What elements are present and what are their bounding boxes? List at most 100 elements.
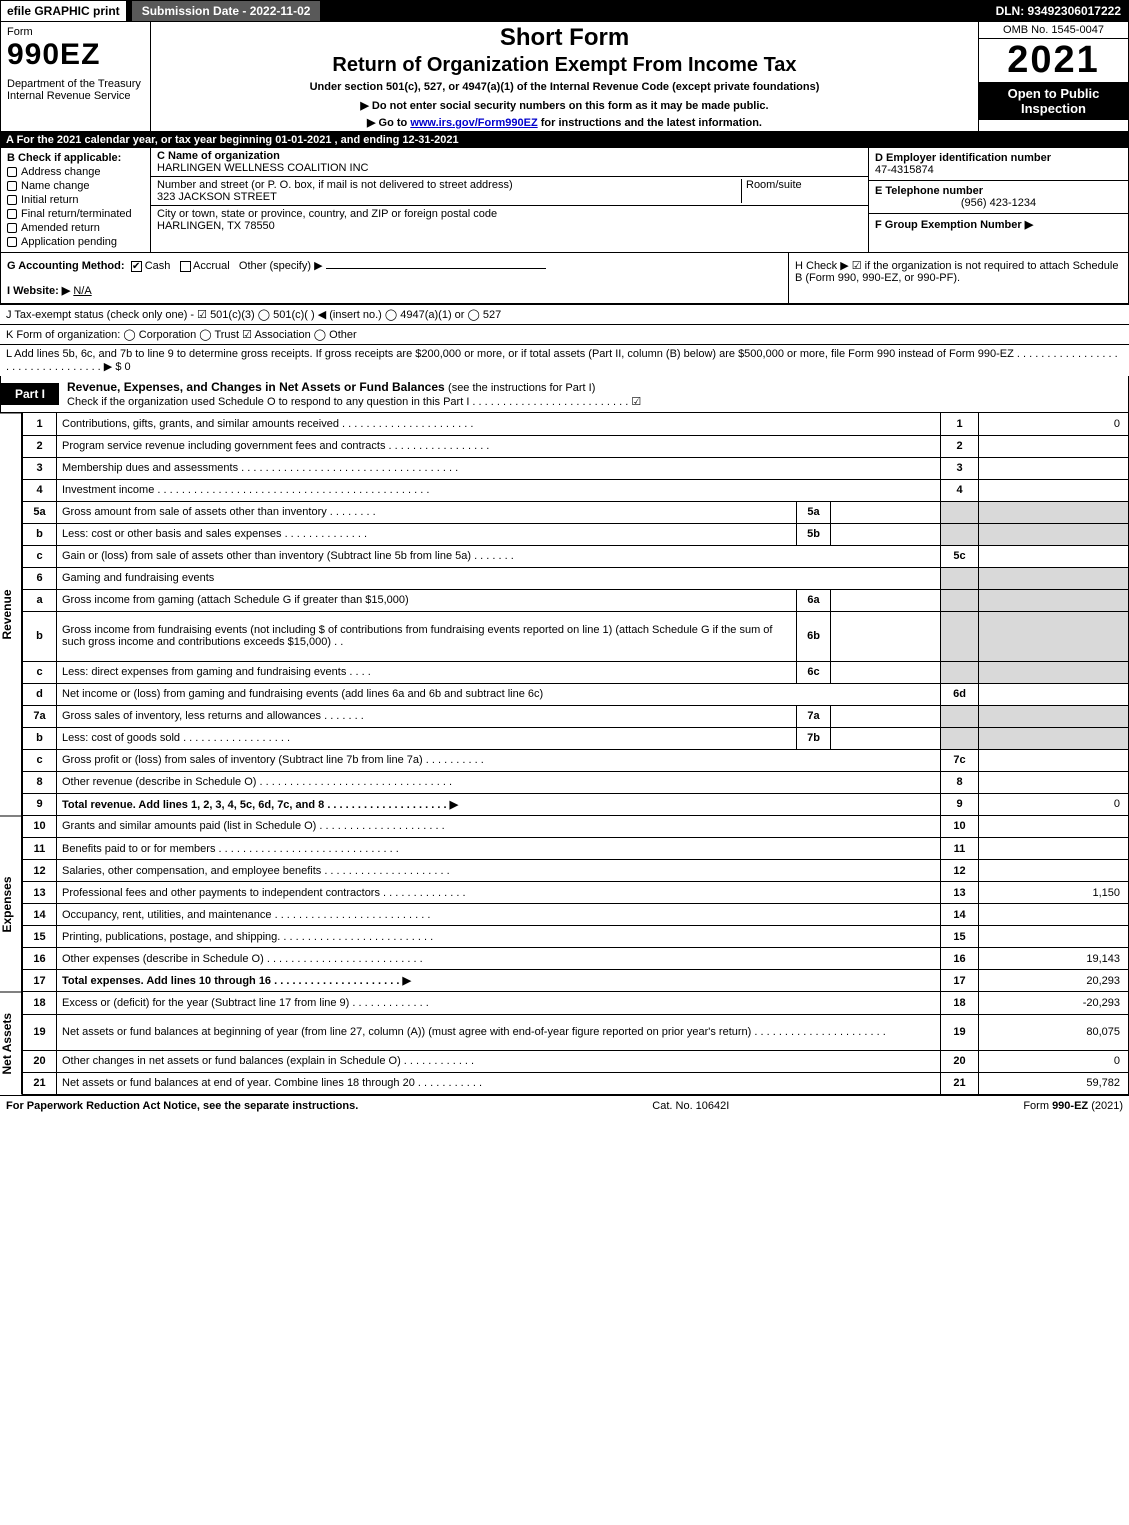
chk-label: Initial return (21, 194, 78, 206)
omb-number: OMB No. 1545-0047 (979, 22, 1128, 39)
checkbox-cash[interactable] (131, 261, 142, 272)
line-13: 13Professional fees and other payments t… (23, 882, 1129, 904)
line-val (979, 523, 1129, 545)
line-rnum (941, 589, 979, 611)
line-num: 15 (23, 926, 57, 948)
chk-amended-return[interactable]: Amended return (7, 222, 144, 234)
cash-label: Cash (145, 260, 171, 272)
line-num: a (23, 589, 57, 611)
line-num: 6 (23, 567, 57, 589)
footer-left: For Paperwork Reduction Act Notice, see … (6, 1100, 358, 1112)
h-text: H Check ▶ ☑ if the organization is not r… (795, 260, 1118, 284)
part-1-check: Check if the organization used Schedule … (67, 396, 641, 408)
line-desc: Net income or (loss) from gaming and fun… (57, 683, 941, 705)
line-desc: Net assets or fund balances at end of ye… (57, 1072, 941, 1094)
part-1-title-text: Revenue, Expenses, and Changes in Net As… (67, 380, 448, 394)
line-desc: Less: direct expenses from gaming and fu… (57, 661, 797, 683)
line-val (979, 926, 1129, 948)
line-desc: Salaries, other compensation, and employ… (57, 860, 941, 882)
col-b-checkboxes: B Check if applicable: Address change Na… (1, 148, 151, 252)
line-rnum: 14 (941, 904, 979, 926)
line-16: 16Other expenses (describe in Schedule O… (23, 948, 1129, 970)
footer-r-post: (2021) (1088, 1100, 1123, 1112)
ein-value: 47-4315874 (875, 164, 934, 176)
line-6d: dNet income or (loss) from gaming and fu… (23, 683, 1129, 705)
other-specify-field[interactable] (326, 268, 546, 269)
line-rnum: 16 (941, 948, 979, 970)
top-bar: efile GRAPHIC print Submission Date - 20… (0, 0, 1129, 22)
page-footer: For Paperwork Reduction Act Notice, see … (0, 1095, 1129, 1116)
sub3-post: for instructions and the latest informat… (538, 117, 762, 129)
line-desc: Professional fees and other payments to … (57, 882, 941, 904)
row-a-calendar-year: A For the 2021 calendar year, or tax yea… (0, 132, 1129, 148)
line-5c: cGain or (loss) from sale of assets othe… (23, 545, 1129, 567)
sub-val (831, 501, 941, 523)
part-1-tag: Part I (1, 383, 59, 405)
line-rnum (941, 705, 979, 727)
line-5b: bLess: cost or other basis and sales exp… (23, 523, 1129, 545)
line-rnum (941, 523, 979, 545)
line-4: 4Investment income . . . . . . . . . . .… (23, 479, 1129, 501)
line-desc: Gain or (loss) from sale of assets other… (57, 545, 941, 567)
line-6b: bGross income from fundraising events (n… (23, 611, 1129, 661)
line-num: c (23, 661, 57, 683)
irs-link[interactable]: www.irs.gov/Form990EZ (410, 117, 537, 129)
line-rnum: 3 (941, 457, 979, 479)
line-desc: Gross income from gaming (attach Schedul… (57, 589, 797, 611)
chk-initial-return[interactable]: Initial return (7, 194, 144, 206)
footer-cat: Cat. No. 10642I (652, 1100, 729, 1112)
chk-label: Name change (21, 180, 90, 192)
sub-val (831, 705, 941, 727)
chk-address-change[interactable]: Address change (7, 166, 144, 178)
line-num: 7a (23, 705, 57, 727)
line-desc: Occupancy, rent, utilities, and maintena… (57, 904, 941, 926)
chk-final-return[interactable]: Final return/terminated (7, 208, 144, 220)
line-12: 12Salaries, other compensation, and empl… (23, 860, 1129, 882)
header-right: OMB No. 1545-0047 2021 Open to Public In… (978, 22, 1128, 131)
subtitle-2: ▶ Do not enter social security numbers o… (155, 99, 974, 112)
sub-num: 7a (797, 705, 831, 727)
chk-name-change[interactable]: Name change (7, 180, 144, 192)
line-rnum: 6d (941, 683, 979, 705)
part-1-sub: (see the instructions for Part I) (448, 382, 595, 394)
accrual-label: Accrual (193, 260, 230, 272)
line-7c: cGross profit or (loss) from sales of in… (23, 749, 1129, 771)
expenses-side-label: Expenses (0, 816, 22, 993)
line-rnum (941, 727, 979, 749)
submission-date-label: Submission Date - 2022-11-02 (131, 0, 322, 22)
line-num: 4 (23, 479, 57, 501)
checkbox-accrual[interactable] (180, 261, 191, 272)
subtitle-3: ▶ Go to www.irs.gov/Form990EZ for instru… (155, 116, 974, 129)
line-val (979, 661, 1129, 683)
line-desc: Gross sales of inventory, less returns a… (57, 705, 797, 727)
line-desc: Gross income from fundraising events (no… (57, 611, 797, 661)
line-desc: Other revenue (describe in Schedule O) .… (57, 771, 941, 793)
line-desc: Less: cost or other basis and sales expe… (57, 523, 797, 545)
room-label: Room/suite (746, 179, 802, 191)
line-desc: Investment income . . . . . . . . . . . … (57, 479, 941, 501)
line-num: 18 (23, 992, 57, 1014)
org-name-value: HARLINGEN WELLNESS COALITION INC (157, 162, 369, 174)
efile-print-button[interactable]: efile GRAPHIC print (0, 0, 127, 22)
line-6: 6Gaming and fundraising events (23, 567, 1129, 589)
f-label: F Group Exemption Number ▶ (875, 219, 1033, 231)
sub-val (831, 727, 941, 749)
chk-application-pending[interactable]: Application pending (7, 236, 144, 248)
line-desc: Excess or (deficit) for the year (Subtra… (57, 992, 941, 1014)
line-9: 9Total revenue. Add lines 1, 2, 3, 4, 5c… (23, 793, 1129, 815)
line-rnum: 18 (941, 992, 979, 1014)
c-label: C Name of organization (157, 150, 280, 162)
line-rnum: 8 (941, 771, 979, 793)
cell-e-phone: E Telephone number (956) 423-1234 (869, 181, 1128, 214)
revenue-table: 1Contributions, gifts, grants, and simil… (22, 413, 1129, 816)
line-rnum: 5c (941, 545, 979, 567)
line-val (979, 501, 1129, 523)
website-value: N/A (73, 285, 91, 297)
row-l-gross-receipts: L Add lines 5b, 6c, and 7b to line 9 to … (0, 344, 1129, 376)
open-to-public: Open to Public Inspection (979, 82, 1128, 120)
line-val (979, 816, 1129, 838)
sub-num: 6b (797, 611, 831, 661)
line-num: 9 (23, 793, 57, 815)
subtitle-1: Under section 501(c), 527, or 4947(a)(1)… (155, 81, 974, 93)
line-num: c (23, 749, 57, 771)
